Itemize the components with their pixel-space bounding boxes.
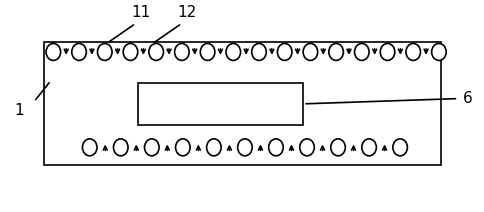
Text: 6: 6	[462, 91, 472, 106]
Ellipse shape	[379, 43, 394, 60]
Bar	[138, 83, 302, 125]
Ellipse shape	[405, 43, 420, 60]
Text: 11: 11	[131, 5, 150, 20]
Ellipse shape	[72, 43, 86, 60]
Text: 12: 12	[177, 5, 196, 20]
Ellipse shape	[330, 139, 345, 156]
Ellipse shape	[251, 43, 266, 60]
Ellipse shape	[431, 43, 445, 60]
Ellipse shape	[123, 43, 137, 60]
Ellipse shape	[200, 43, 214, 60]
Ellipse shape	[144, 139, 159, 156]
Ellipse shape	[149, 43, 163, 60]
Ellipse shape	[113, 139, 128, 156]
Ellipse shape	[237, 139, 252, 156]
Ellipse shape	[82, 139, 97, 156]
Ellipse shape	[302, 43, 317, 60]
Ellipse shape	[175, 139, 190, 156]
Ellipse shape	[174, 43, 189, 60]
Ellipse shape	[97, 43, 112, 60]
Ellipse shape	[299, 139, 314, 156]
Ellipse shape	[392, 139, 407, 156]
Text: 1: 1	[15, 103, 24, 118]
Ellipse shape	[268, 139, 283, 156]
Ellipse shape	[46, 43, 60, 60]
Bar	[44, 42, 440, 165]
Ellipse shape	[361, 139, 376, 156]
Ellipse shape	[226, 43, 240, 60]
Ellipse shape	[206, 139, 221, 156]
Ellipse shape	[354, 43, 368, 60]
Ellipse shape	[277, 43, 291, 60]
Ellipse shape	[328, 43, 343, 60]
